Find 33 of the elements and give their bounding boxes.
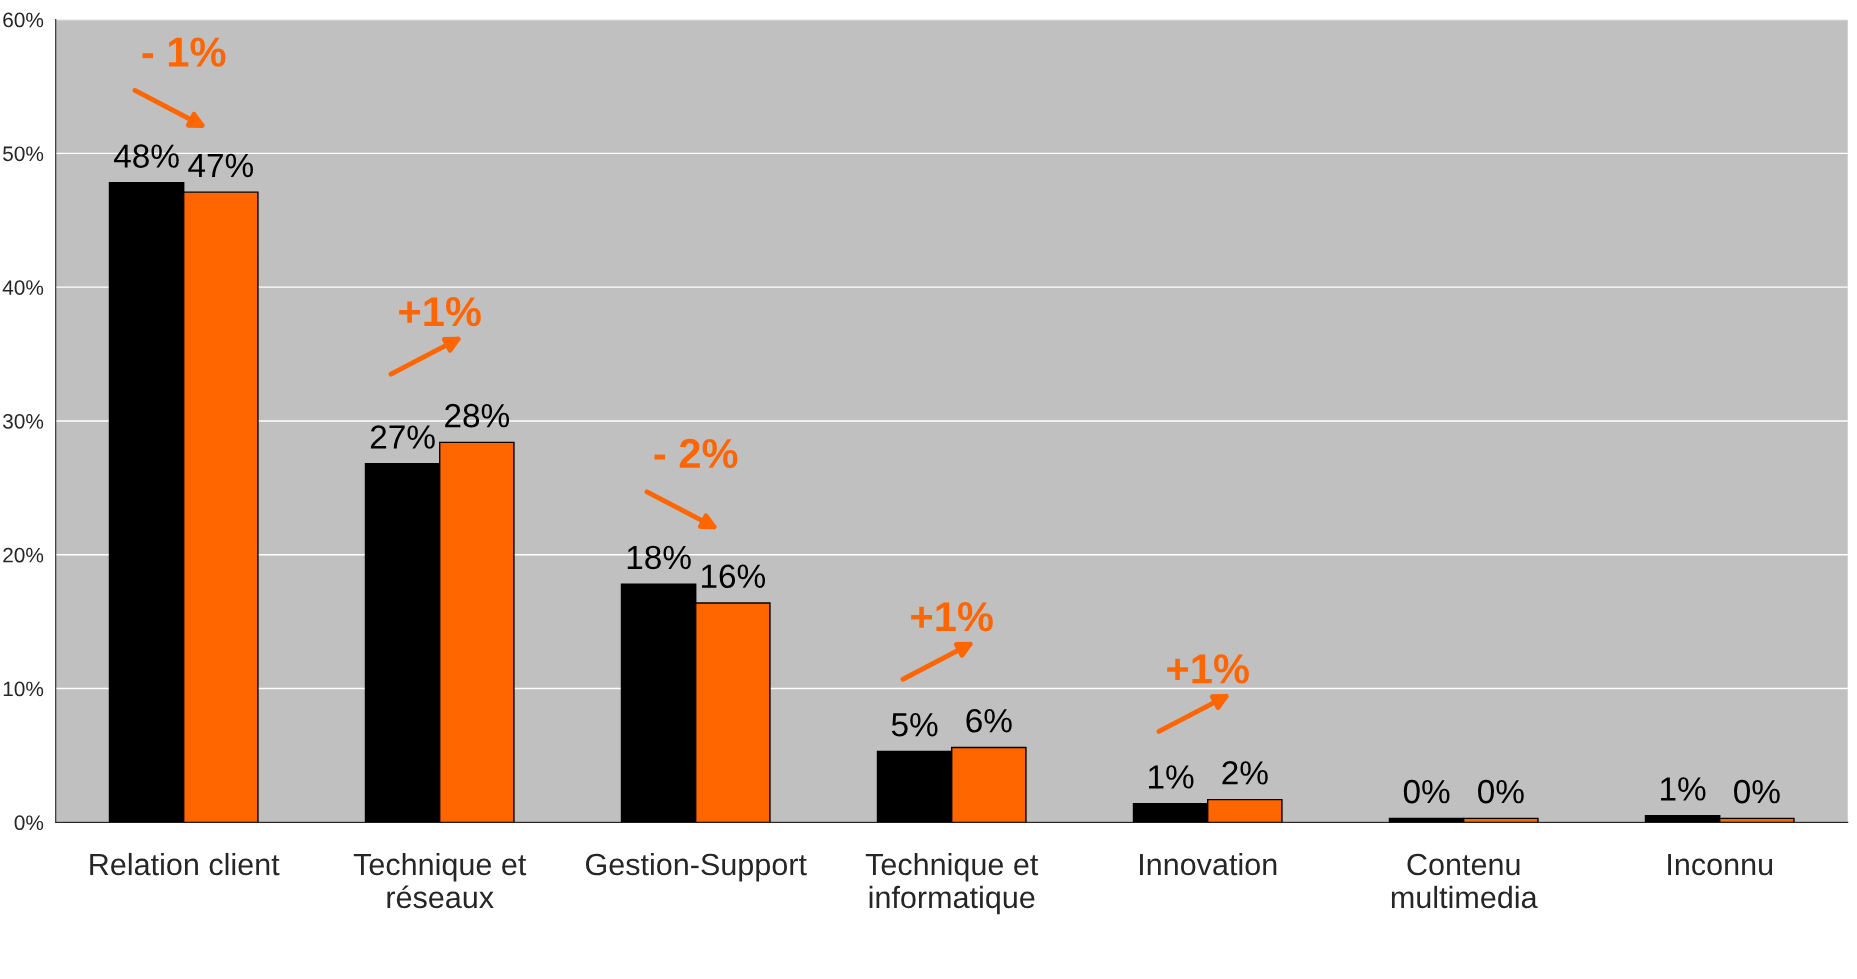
- data-label: 0%: [1478, 779, 1524, 804]
- y-tick-label: 20%: [3, 547, 44, 563]
- data-label: 2%: [1222, 761, 1268, 785]
- x-tick-label: Gestion-Support: [586, 852, 807, 882]
- y-tick-label: 60%: [3, 12, 44, 28]
- data-label: 1%: [1661, 777, 1706, 801]
- data-label: 6%: [966, 708, 1012, 733]
- annotation: - 1%: [142, 37, 226, 67]
- data-label: 0%: [1734, 779, 1780, 804]
- x-tick-label: Technique et réseaux: [353, 852, 527, 909]
- x-tick-label: Innovation: [1140, 852, 1277, 876]
- data-label: 28%: [445, 403, 509, 428]
- x-tick-label: Technique et informatique: [865, 852, 1039, 915]
- y-tick-label: 50%: [3, 146, 44, 162]
- data-label: 16%: [702, 564, 766, 589]
- annotation: +1%: [399, 297, 481, 327]
- x-tick-label: Relation client: [90, 852, 280, 876]
- data-label: 1%: [1149, 765, 1194, 789]
- annotation: +1%: [911, 602, 993, 632]
- data-label: 47%: [188, 153, 253, 178]
- data-label: 18%: [627, 545, 691, 570]
- y-tick-label: 0%: [14, 815, 44, 831]
- annotation: - 2%: [654, 438, 738, 469]
- data-label: 27%: [370, 425, 435, 449]
- data-label: 0%: [1403, 779, 1450, 804]
- y-tick-label: 30%: [3, 413, 44, 429]
- y-tick-label: 10%: [3, 681, 44, 697]
- x-tick-label: Contenu multimedia: [1391, 853, 1538, 909]
- x-tick-label: Inconnu: [1668, 854, 1773, 876]
- data-label: 48%: [114, 144, 179, 168]
- y-tick-label: 40%: [2, 280, 44, 295]
- data-label: 5%: [891, 713, 938, 737]
- annotation: +1%: [1167, 654, 1249, 684]
